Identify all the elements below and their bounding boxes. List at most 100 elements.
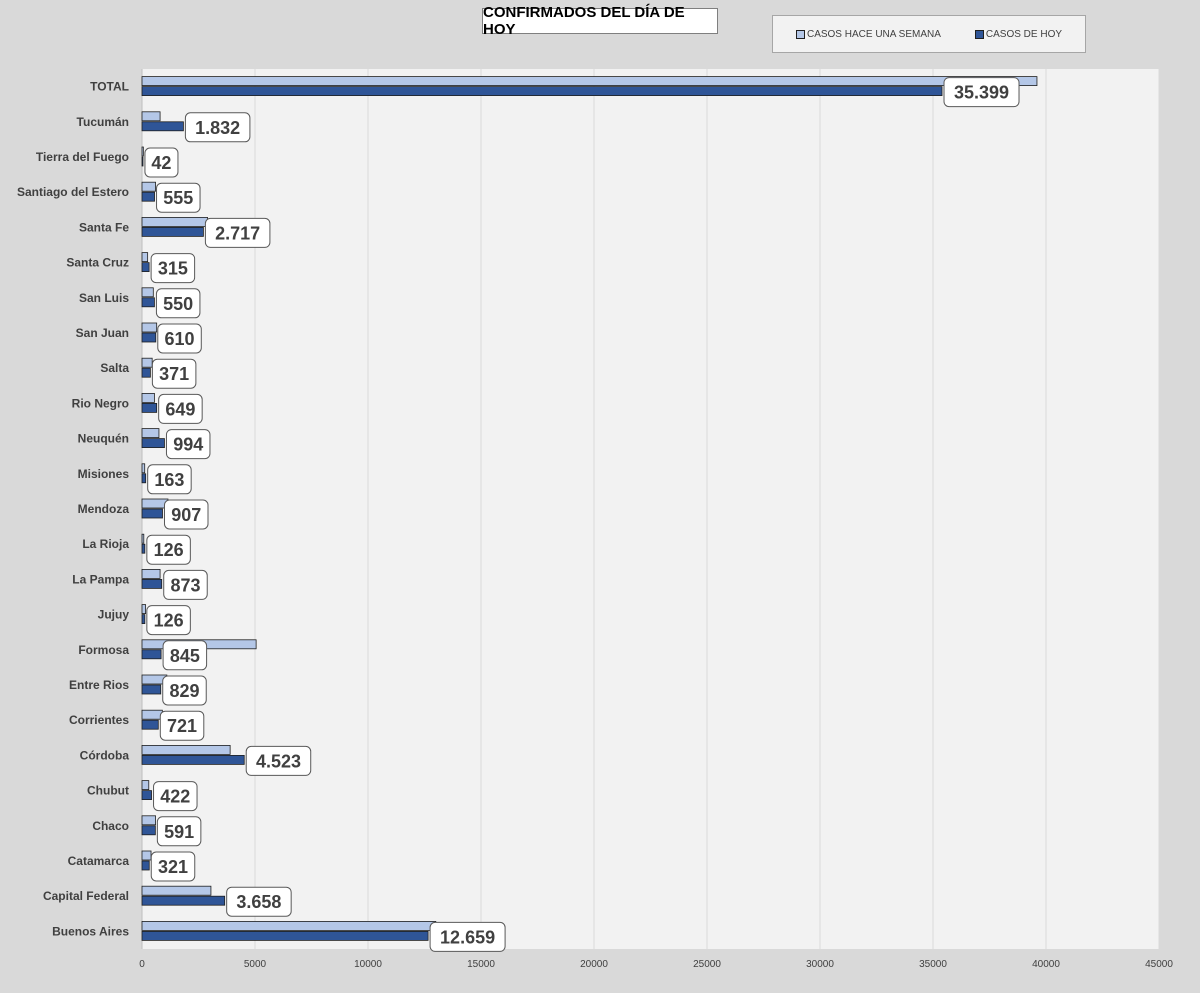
data-label: 126 [154,540,184,560]
data-label: 35.399 [954,83,1009,103]
plot-area [142,69,1159,949]
bar-week-ago [141,815,156,826]
category-label: Chubut [87,784,129,798]
bar-today [141,684,162,695]
bar-today [141,719,159,730]
category-label: Rio Negro [72,396,129,410]
category-label: Tierra del Fuego [36,150,129,164]
data-label: 994 [173,435,203,455]
bar-week-ago [141,357,153,368]
category-label: Salta [100,361,129,375]
data-label-box [163,569,208,600]
data-label-box [155,288,201,319]
bar-week-ago [141,921,437,931]
data-label: 315 [158,259,188,279]
data-label: 4.523 [256,751,301,771]
category-label: San Luis [79,291,129,305]
x-tick-label: 40000 [1032,959,1060,970]
category-label: San Juan [76,326,129,340]
category-label: Santiago del Estero [17,185,129,199]
bar-week-ago [141,216,208,227]
category-label: La Rioja [82,537,129,551]
data-label-box [146,605,191,636]
legend-swatch-today [974,29,984,39]
category-label: Misiones [78,467,130,481]
data-label-box [943,77,1020,108]
data-label-box [157,323,202,354]
x-tick-label: 30000 [806,959,834,970]
x-tick-label: 45000 [1145,959,1173,970]
bar-today [141,755,245,765]
bar-week-ago [141,252,149,263]
data-label-box [162,640,208,671]
category-label: TOTAL [90,80,129,94]
bar-today [141,895,226,906]
data-label: 422 [160,787,190,807]
data-label: 12.659 [440,927,495,947]
data-label: 873 [170,575,200,595]
category-label: Tucumán [77,115,129,129]
bar-week-ago [141,111,161,122]
bar-week-ago [141,146,144,157]
bar-today [141,473,147,484]
data-label-box [150,253,196,284]
data-label: 321 [158,857,188,877]
x-tick-label: 5000 [244,959,267,970]
bar-today [141,579,163,589]
bar-week-ago [141,745,231,755]
data-label-box [159,710,205,741]
category-label: Santa Cruz [66,256,129,270]
bar-today [141,860,150,871]
data-label: 2.717 [215,223,260,243]
category-label: Entre Rios [69,678,129,692]
data-label: 126 [154,611,184,631]
category-label: Jujuy [98,608,130,622]
category-label: Córdoba [80,748,130,762]
data-label: 555 [163,188,193,208]
category-label: Santa Fe [79,220,129,234]
bar-week-ago [141,428,160,439]
data-label-box [156,182,201,213]
x-tick-label: 35000 [919,959,947,970]
legend-label-today: CASOS DE HOY [985,28,1063,40]
bar-today [141,614,146,624]
bar-today [141,86,943,96]
data-label-box [158,393,203,424]
bar-week-ago [141,850,152,861]
chart-title-text: CONFIRMADOS DEL DÍA DE HOY [483,4,685,38]
data-label: 829 [169,681,199,701]
category-label: Mendoza [78,502,130,516]
legend-item-today: CASOS DE HOY [974,28,1063,40]
bar-today [141,402,158,413]
bar-week-ago [141,885,212,896]
data-label-box [226,886,292,917]
data-label: 550 [163,294,193,314]
data-label-box [146,534,191,565]
bar-today [141,649,162,660]
bar-week-ago [141,709,163,720]
data-label-box [147,464,192,495]
bar-today [141,508,163,519]
category-label: Capital Federal [43,889,129,903]
category-label: Catamarca [68,854,130,868]
legend-swatch-week-ago [795,29,805,39]
data-label: 721 [167,716,197,736]
data-label-box [162,675,207,706]
bar-week-ago [141,287,154,298]
bar-today [141,262,150,273]
data-label: 591 [164,822,194,842]
chart-legend: CASOS HACE UNA SEMANA CASOS DE HOY [772,15,1086,53]
data-label: 649 [165,399,195,419]
category-label: Neuquén [78,432,129,446]
bar-week-ago [141,76,1038,86]
chart-title: CONFIRMADOS DEL DÍA DE HOY [482,4,718,38]
data-label-box [156,816,202,847]
data-label-box [204,217,271,248]
data-label-box [151,358,197,389]
bar-today [141,931,429,941]
bar-week-ago [141,604,147,614]
data-label-box [184,112,251,143]
legend-item-week-ago: CASOS HACE UNA SEMANA [795,29,941,40]
data-label-box [245,745,312,776]
